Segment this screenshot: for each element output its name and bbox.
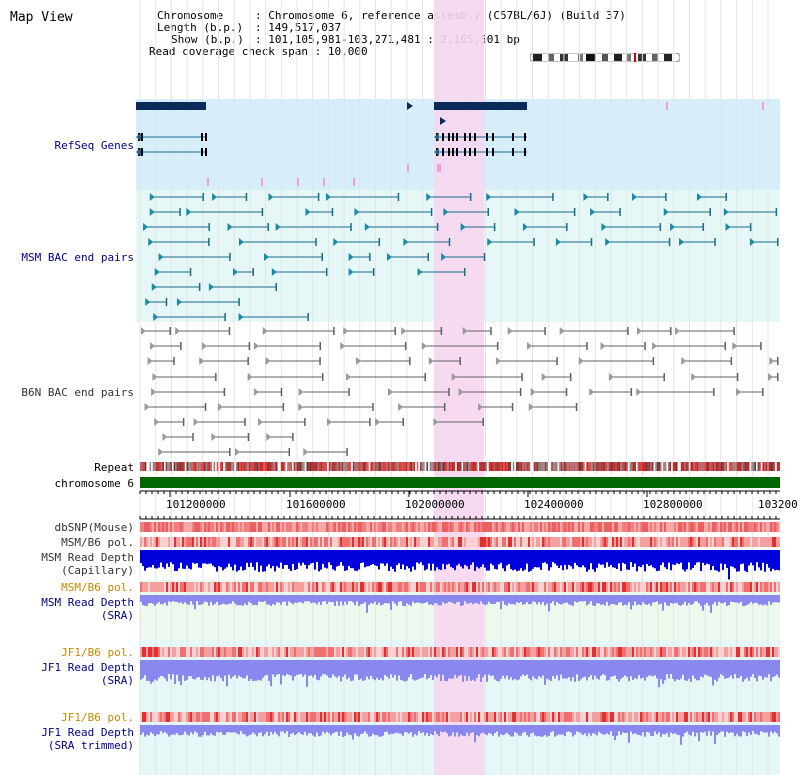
track-label-msm-b6-pol[interactable]: MSM/B6 pol. — [61, 536, 134, 549]
axis-tick-label: 103200 — [758, 498, 798, 511]
page-title: Map View — [10, 10, 73, 25]
info-panel: Chromosome: Chromosome 6, reference asse… — [149, 9, 626, 58]
gene-block[interactable] — [136, 102, 206, 110]
refseq-panel — [136, 99, 780, 190]
length-label: Length (b.p.) — [157, 21, 244, 34]
axis-tick-label: 102000000 — [405, 498, 465, 511]
gene-block[interactable] — [434, 102, 527, 110]
axis-tick-label: 101200000 — [166, 498, 226, 511]
track-label-repeat[interactable]: Repeat — [94, 461, 134, 474]
track-label-msm-depth-cap[interactable]: MSM Read Depth — [41, 551, 134, 564]
track-label-jf1-depth-trim[interactable]: JF1 Read Depth — [41, 726, 134, 739]
jf1-panel — [140, 640, 780, 775]
depth-tracks[interactable] — [140, 550, 780, 745]
b6n-bac-track[interactable] — [140, 327, 779, 456]
axis-tick-label: 101600000 — [286, 498, 346, 511]
coverage-value: 10,000 — [327, 45, 368, 58]
axis-tick-label: 102400000 — [524, 498, 584, 511]
axis-tick-label: 102800000 — [643, 498, 703, 511]
chromosome-bar[interactable] — [140, 477, 780, 488]
track-label-refseq[interactable]: RefSeq Genes — [54, 139, 134, 152]
chromosome-ideogram[interactable] — [530, 53, 680, 62]
gene-arrow-icon — [434, 102, 440, 110]
track-label-chromosome[interactable]: chromosome 6 — [54, 477, 134, 490]
track-label-jf1-depth-sra[interactable]: JF1 Read Depth — [41, 661, 134, 674]
track-label-jf1-b6-pol-2[interactable]: JF1/B6 pol. — [61, 711, 134, 724]
chromosome-label: Chromosome — [157, 9, 224, 22]
gene-arrow-icon — [440, 117, 446, 125]
show-label: Show (b.p.) — [171, 33, 244, 46]
track-label-msm-depth-sra[interactable]: MSM Read Depth — [41, 596, 134, 609]
track-label-msm-bac[interactable]: MSM BAC end pairs — [21, 251, 134, 264]
track-label-msm-depth-cap-sub: (Capillary) — [61, 564, 134, 577]
grid-lines — [139, 0, 769, 775]
gene-arrow-icon — [407, 102, 413, 110]
msm-panel — [136, 190, 780, 322]
msm-sra-panel — [140, 580, 780, 640]
track-label-dbsnp[interactable]: dbSNP(Mouse) — [54, 521, 134, 534]
track-label-msm-b6-pol-2[interactable]: MSM/B6 pol. — [61, 581, 134, 594]
length-value: 149,517,037 — [268, 21, 342, 34]
refseq-track[interactable] — [136, 102, 764, 186]
repeat-track[interactable] — [140, 462, 780, 471]
msm-bac-track[interactable] — [143, 193, 779, 321]
track-label-jf1-depth-sra-sub: (SRA) — [100, 674, 134, 687]
track-label-msm-depth-sra-sub: (SRA) — [100, 609, 134, 622]
coverage-label: Read coverage check span — [149, 45, 308, 58]
heat-tracks[interactable] — [140, 522, 780, 722]
track-label-jf1-b6-pol[interactable]: JF1/B6 pol. — [61, 646, 134, 659]
track-label-jf1-depth-trim-sub: (SRA trimmed) — [47, 739, 134, 752]
ideogram-svg — [530, 53, 680, 62]
region-highlight — [434, 0, 484, 775]
track-label-b6n-bac[interactable]: B6N BAC end pairs — [21, 386, 134, 399]
